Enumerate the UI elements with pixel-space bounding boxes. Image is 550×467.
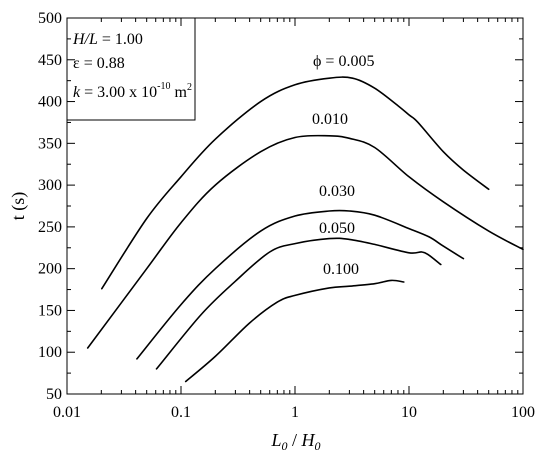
- y-tick-label: 200: [38, 261, 62, 278]
- series-line-3: [155, 237, 442, 370]
- series-label-1: 0.010: [312, 111, 348, 128]
- info-line-hl: H/L = 1.00: [72, 31, 143, 48]
- x-tick-label: 100: [511, 404, 535, 421]
- y-tick-label: 50: [46, 386, 62, 403]
- x-tick-label: 0.1: [171, 404, 191, 421]
- y-tick-label: 400: [38, 94, 62, 111]
- y-tick-label: 500: [38, 10, 62, 27]
- y-tick-label: 300: [38, 177, 62, 194]
- plot-frame: [66, 17, 524, 395]
- info-box: [66, 17, 196, 121]
- x-tick-label: 0.01: [53, 404, 81, 421]
- x-tick-label: 10: [401, 404, 417, 421]
- y-tick-label: 450: [38, 52, 62, 69]
- x-axis-label: L0 / H0: [270, 430, 320, 453]
- y-tick-label: 150: [38, 302, 62, 319]
- y-axis-label: t (s): [8, 192, 29, 221]
- y-tick-label: 250: [38, 219, 62, 236]
- x-tick-label: 1: [291, 404, 299, 421]
- series-label-3: 0.050: [319, 220, 355, 237]
- series-line-4: [184, 279, 405, 383]
- info-line-k: k = 3.00 x 10-10 m2: [73, 81, 192, 101]
- y-tick-label: 100: [38, 344, 62, 361]
- info-line-epsilon: ε = 0.88: [73, 55, 125, 72]
- series-label-2: 0.030: [319, 183, 355, 200]
- y-tick-label: 350: [38, 135, 62, 152]
- series-line-0: [101, 76, 490, 290]
- series-label-4: 0.100: [323, 261, 359, 278]
- data-curves: [86, 76, 524, 383]
- y-tick-labels: 50 100 150 200 250 300 350 400 450 500: [38, 10, 62, 403]
- ticks: [66, 17, 524, 395]
- series-line-1: [86, 134, 524, 349]
- series-line-2: [136, 209, 465, 360]
- series-label-0: ϕ = 0.005: [313, 53, 374, 70]
- x-tick-labels: 0.01 0.1 1 10 100: [53, 404, 535, 421]
